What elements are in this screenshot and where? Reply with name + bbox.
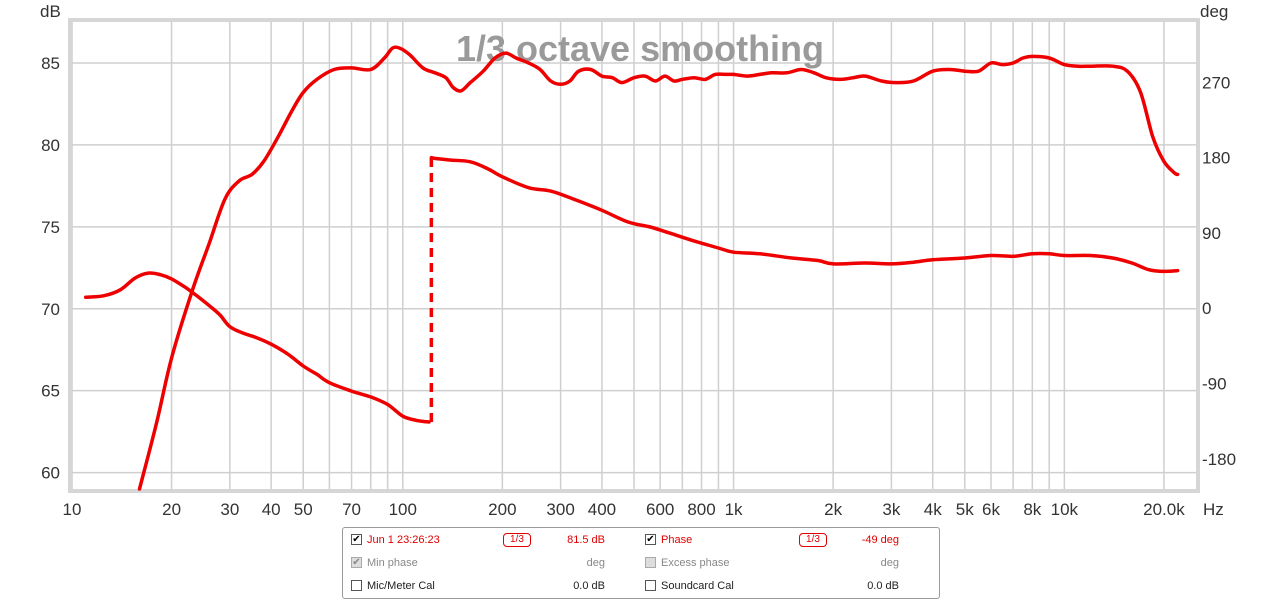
y2-tick-label: -180 [1202, 450, 1236, 469]
x-tick-label: 800 [687, 500, 715, 519]
phase-curve-high [429, 155, 1180, 274]
x-tick-label: 100 [389, 500, 417, 519]
x-tick-label: 10k [1051, 500, 1079, 519]
soundcard-cal-value: 0.0 dB [867, 580, 899, 592]
legend-panel: ✔ Jun 1 23:26:23 1/3 81.5 dB ✔ Phase 1/3… [342, 527, 940, 599]
x-tick-label: 10 [63, 500, 82, 519]
legend-row: ✔ Min phase deg Excess phase deg [343, 552, 939, 574]
min-phase-checkbox[interactable]: ✔ [351, 557, 362, 568]
frequency-axis-ticks: 10 20 30 40 50 70 100 200 300 400 600 800 1k 2k 3k 4k 5k… [63, 500, 1186, 519]
excess-phase-checkbox[interactable] [645, 557, 656, 568]
spl-curve [137, 45, 1180, 491]
x-tick-label: 300 [546, 500, 574, 519]
min-phase-value: deg [586, 557, 605, 569]
legend-row: ✔ Jun 1 23:26:23 1/3 81.5 dB ✔ Phase 1/3… [343, 529, 939, 551]
excess-phase-value: deg [880, 557, 899, 569]
chart-title: 1/3 octave smoothing [456, 28, 824, 69]
y-tick-label: 70 [41, 300, 60, 319]
x-tick-label: 70 [342, 500, 361, 519]
frequency-response-chart: 1/3 octave smoothing 60 65 70 75 80 85 -180 -9… [40, 2, 1236, 519]
legend-row: Mic/Meter Cal 0.0 dB Soundcard Cal 0.0 d… [343, 575, 939, 597]
min-phase-label: Min phase [367, 557, 418, 569]
plot-frame [68, 18, 1200, 493]
y2-tick-label: -90 [1202, 375, 1227, 394]
phase-checkbox[interactable]: ✔ [645, 534, 656, 545]
y2-tick-label: 0 [1202, 299, 1211, 318]
excess-phase-label: Excess phase [661, 557, 730, 569]
series-layer [83, 45, 1180, 491]
x-tick-label: 2k [824, 500, 842, 519]
y2-tick-label: 90 [1202, 224, 1221, 243]
right-axis-ticks: -180 -90 0 90 180 270 [1202, 73, 1236, 469]
frequency-axis-unit: Hz [1203, 500, 1224, 519]
x-tick-label: 50 [294, 500, 313, 519]
right-axis-unit: deg [1200, 2, 1228, 21]
x-tick-label: 5k [956, 500, 974, 519]
phase-value: -49 deg [861, 534, 899, 546]
phase-label: Phase [661, 534, 693, 546]
phase-curve-low [83, 271, 431, 424]
plot-border [68, 18, 1200, 493]
soundcard-cal-label: Soundcard Cal [661, 580, 734, 592]
x-tick-label: 3k [882, 500, 900, 519]
y-tick-label: 85 [41, 54, 60, 73]
left-axis-unit: dB [40, 2, 61, 21]
y-tick-label: 80 [41, 136, 60, 155]
x-tick-label: 600 [646, 500, 674, 519]
y2-tick-label: 180 [1202, 149, 1230, 168]
y2-tick-label: 270 [1202, 73, 1230, 92]
x-tick-label: 40 [262, 500, 281, 519]
measurement-checkbox[interactable]: ✔ [351, 534, 362, 545]
x-tick-label: 30 [220, 500, 239, 519]
measurement-smoothing-badge[interactable]: 1/3 [503, 533, 531, 547]
mic-meter-cal-checkbox[interactable] [351, 580, 362, 591]
soundcard-cal-checkbox[interactable] [645, 580, 656, 591]
y-tick-label: 60 [41, 464, 60, 483]
left-axis-ticks: 60 65 70 75 80 85 [41, 54, 60, 483]
x-tick-label: 8k [1023, 500, 1041, 519]
measurement-label: Jun 1 23:26:23 [367, 534, 440, 546]
y-tick-label: 65 [41, 382, 60, 401]
x-tick-label: 4k [924, 500, 942, 519]
phase-smoothing-badge[interactable]: 1/3 [799, 533, 827, 547]
x-tick-label: 20 [162, 500, 181, 519]
x-tick-label: 400 [588, 500, 616, 519]
measurement-value: 81.5 dB [567, 534, 605, 546]
mic-meter-cal-value: 0.0 dB [573, 580, 605, 592]
x-tick-label: 20.0k [1143, 500, 1185, 519]
x-tick-label: 200 [488, 500, 516, 519]
mic-meter-cal-label: Mic/Meter Cal [367, 580, 435, 592]
x-tick-label: 6k [982, 500, 1000, 519]
x-tick-label: 1k [725, 500, 743, 519]
y-tick-label: 75 [41, 218, 60, 237]
